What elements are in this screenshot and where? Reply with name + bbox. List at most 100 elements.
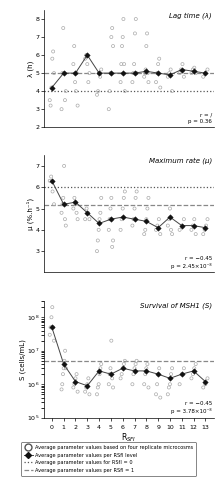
Point — [60, 386, 63, 394]
Point — [110, 33, 113, 41]
Point — [146, 69, 150, 77]
Point — [154, 78, 158, 86]
Point — [111, 24, 114, 32]
Point — [135, 357, 138, 365]
Point — [201, 384, 205, 392]
Point — [182, 215, 186, 223]
Point — [75, 209, 78, 217]
Point — [97, 226, 100, 234]
Point — [109, 364, 112, 372]
Point — [123, 87, 127, 95]
Point — [62, 364, 65, 372]
Point — [76, 215, 79, 223]
Point — [51, 303, 54, 311]
Point — [74, 200, 77, 208]
Point — [76, 388, 79, 396]
Point — [131, 222, 134, 230]
Point — [135, 188, 138, 196]
Point — [83, 215, 87, 223]
Point — [122, 360, 126, 368]
Point — [143, 370, 147, 378]
Point — [60, 105, 63, 113]
Point — [111, 42, 115, 50]
Point — [62, 69, 66, 77]
Point — [110, 194, 113, 202]
Point — [99, 209, 102, 217]
Point — [181, 60, 184, 68]
Point — [156, 370, 160, 378]
Point — [61, 380, 64, 388]
Point — [99, 66, 103, 74]
Point — [191, 370, 195, 378]
Point — [204, 69, 207, 77]
Point — [169, 226, 173, 234]
Point — [51, 54, 54, 62]
Point — [50, 314, 53, 322]
Point — [134, 360, 137, 368]
Point — [49, 102, 52, 110]
Point — [73, 194, 76, 202]
Point — [166, 222, 170, 230]
Point — [99, 360, 103, 368]
Point — [111, 236, 115, 244]
Point — [120, 215, 123, 223]
Point — [134, 194, 137, 202]
Point — [108, 87, 111, 95]
Point — [48, 331, 51, 339]
Point — [122, 60, 126, 68]
Point — [73, 380, 76, 388]
Point — [158, 394, 162, 402]
Point — [131, 78, 134, 86]
Point — [88, 69, 91, 77]
Point — [51, 324, 55, 332]
Point — [154, 390, 158, 398]
Point — [52, 336, 56, 344]
Point — [85, 60, 89, 68]
Point — [110, 336, 113, 344]
Point — [204, 380, 207, 388]
Point — [63, 357, 66, 365]
Point — [49, 324, 52, 332]
Point — [132, 215, 135, 223]
Point — [62, 162, 66, 170]
Point — [83, 54, 87, 62]
Point — [75, 370, 78, 378]
Point — [109, 204, 112, 212]
Point — [169, 370, 173, 378]
Point — [168, 380, 172, 388]
Y-axis label: μ (%.h⁻¹): μ (%.h⁻¹) — [27, 198, 34, 230]
Point — [147, 194, 150, 202]
Point — [145, 42, 148, 50]
Point — [190, 374, 193, 382]
Point — [166, 72, 170, 80]
Point — [123, 188, 127, 196]
Point — [83, 388, 87, 396]
Point — [61, 194, 65, 202]
Point — [97, 69, 101, 77]
Point — [145, 364, 148, 372]
Y-axis label: S (cells/mL): S (cells/mL) — [19, 338, 26, 380]
Point — [99, 364, 102, 372]
Point — [111, 384, 115, 392]
Point — [134, 15, 138, 23]
Point — [119, 374, 122, 382]
Point — [194, 230, 198, 238]
Point — [63, 215, 67, 223]
Point — [119, 78, 122, 86]
Point — [145, 30, 149, 38]
Point — [111, 374, 114, 382]
Point — [85, 380, 89, 388]
Point — [51, 48, 55, 56]
Point — [120, 370, 123, 378]
Point — [119, 60, 123, 68]
Point — [182, 72, 186, 80]
Point — [201, 230, 205, 238]
Point — [157, 215, 161, 223]
Point — [190, 226, 193, 234]
Point — [107, 105, 111, 113]
Point — [158, 230, 162, 238]
Point — [88, 390, 91, 398]
Point — [63, 346, 67, 354]
Point — [85, 51, 88, 59]
Point — [143, 380, 146, 388]
